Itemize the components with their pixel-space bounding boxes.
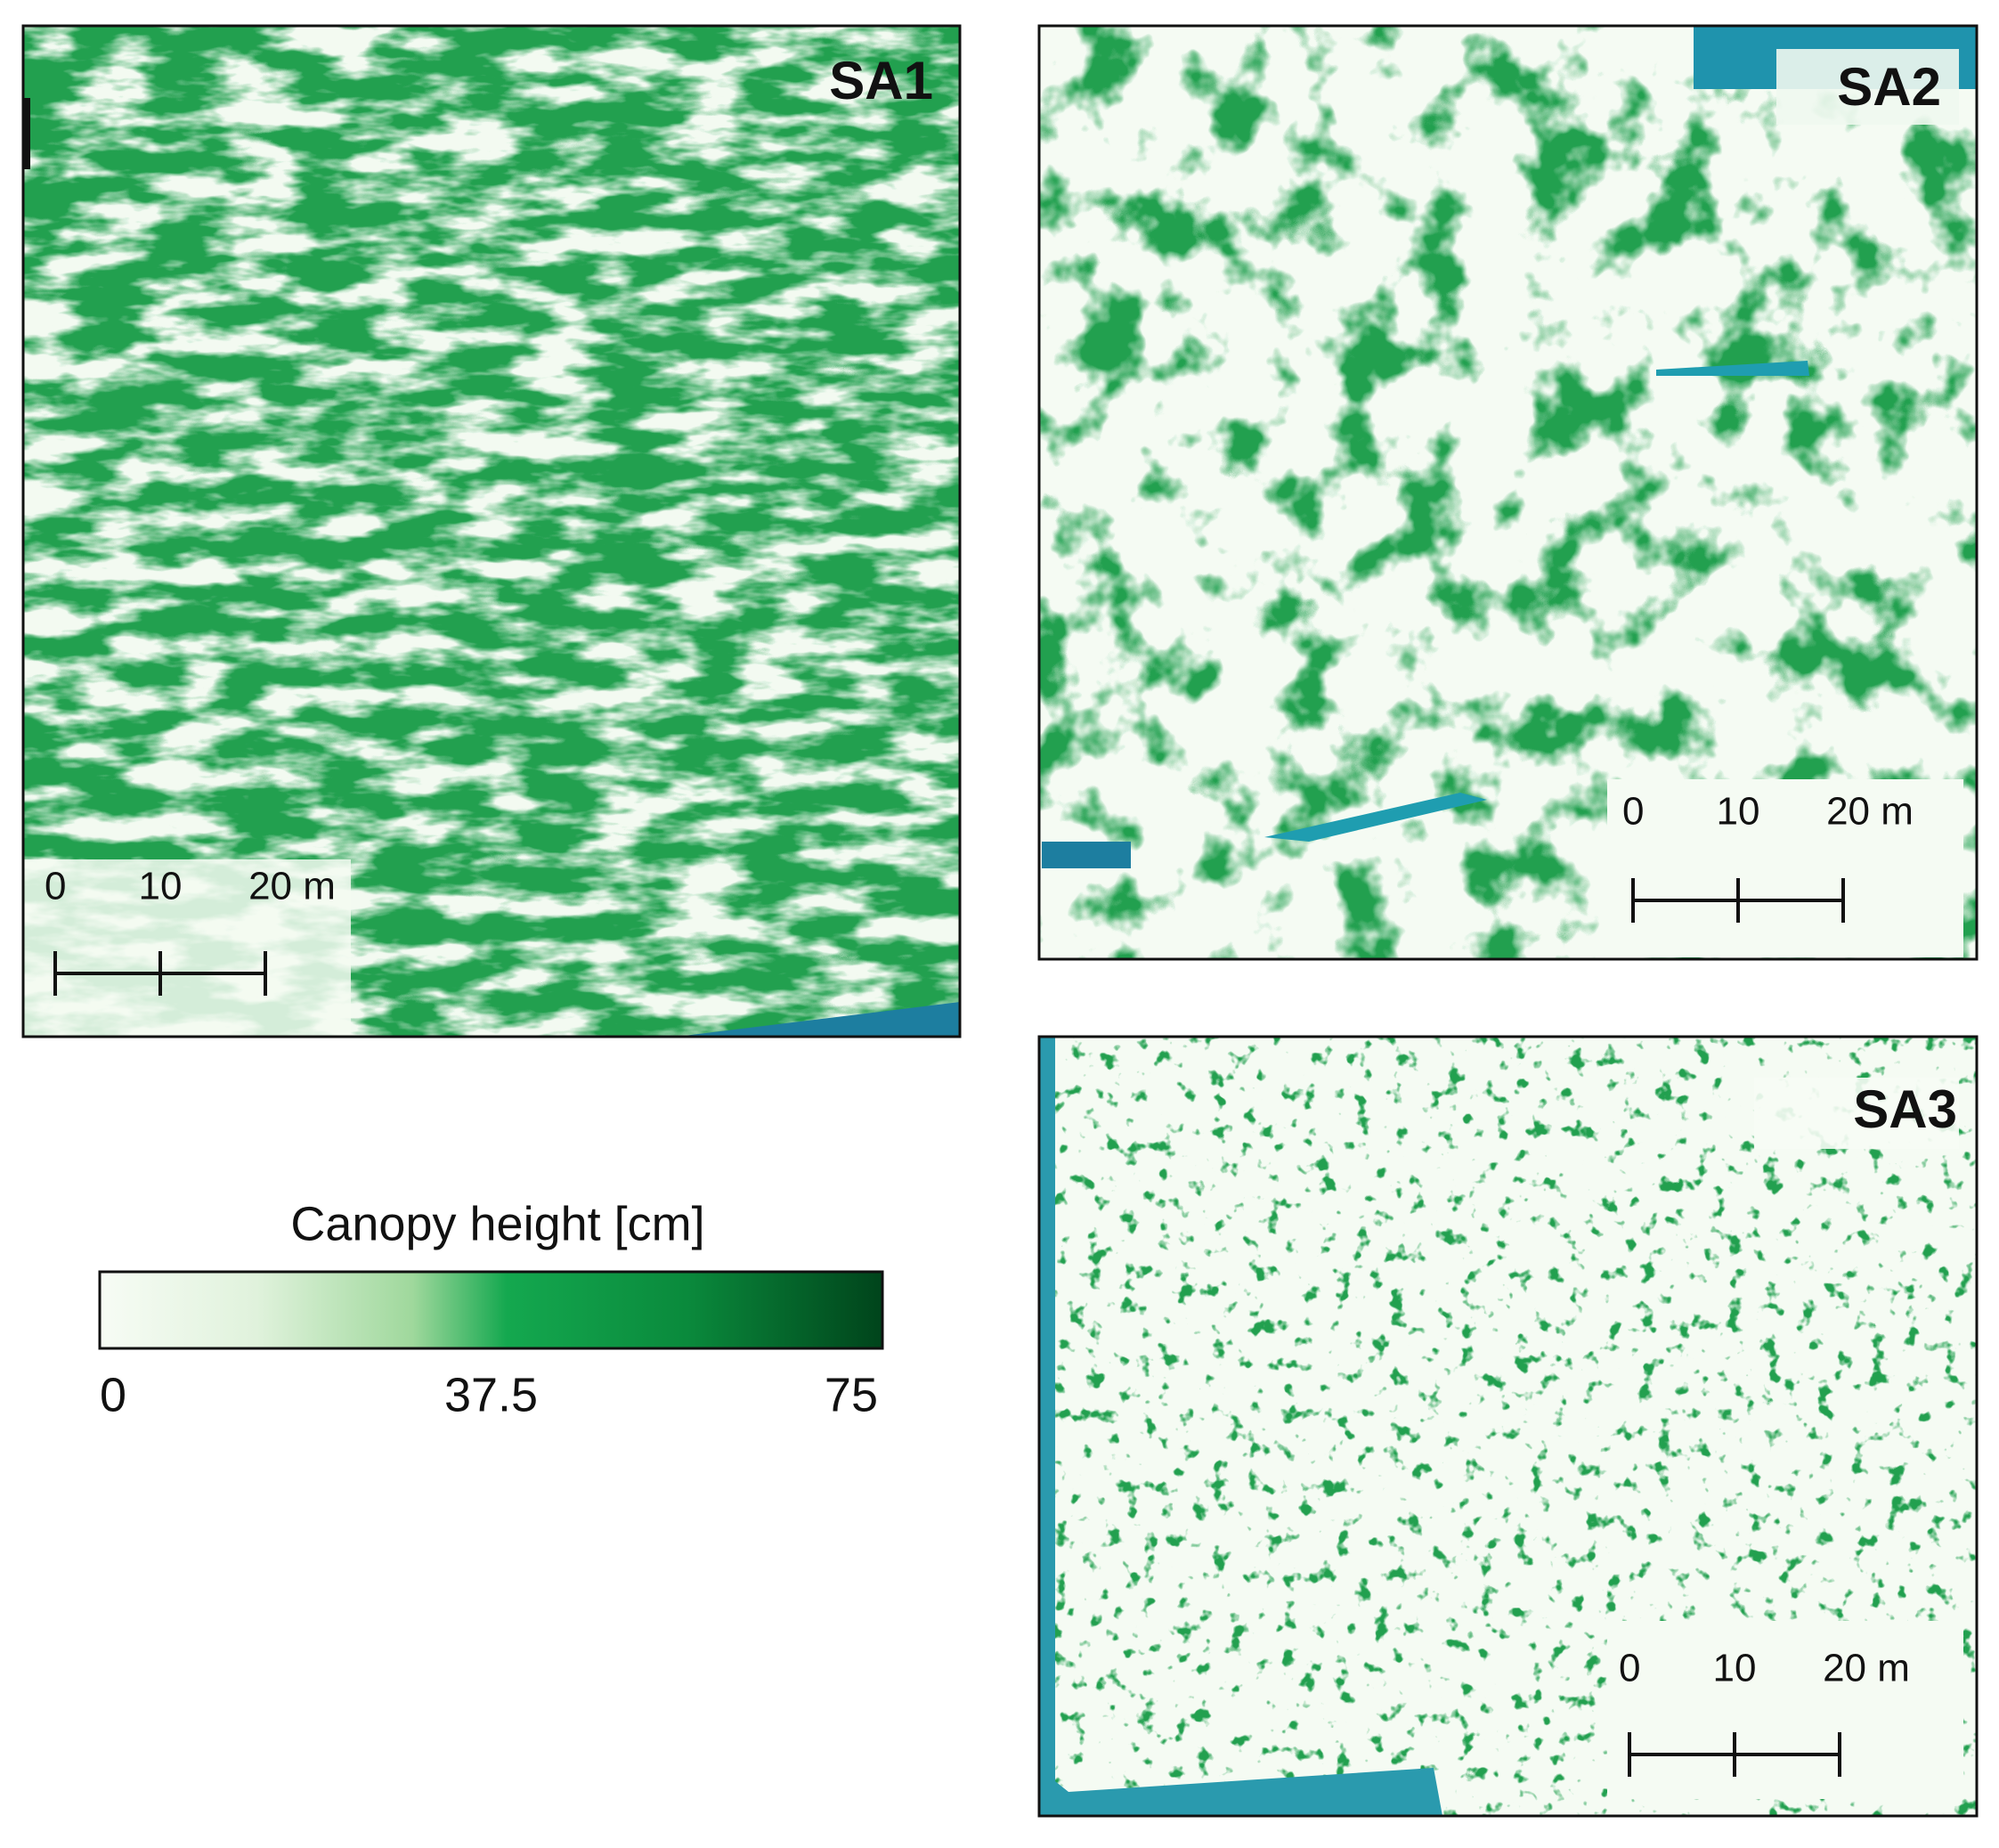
colorbar-tick-label: 0 [100,1368,126,1421]
scale-bar-label: 20 m [1826,790,1914,834]
panel-sa1 [21,24,962,1038]
colorbar-tick-label: 37.5 [444,1368,538,1421]
colorbar [98,1270,884,1350]
panel-sa3 [1037,1035,1979,1818]
colorbar-tick-label: 75 [825,1368,878,1421]
scale-bar-label: 10 [1717,790,1760,834]
panel-label: SA3 [1853,1079,1957,1139]
scale-bar-label: 0 [1619,1647,1640,1690]
water-area [1264,793,1487,842]
scale-bar-label: 0 [1622,790,1644,834]
panel-label: SA1 [829,51,933,110]
scale-bar-label: 10 [1713,1647,1757,1690]
colorbar-title: Canopy height [cm] [290,1197,704,1250]
scale-bar-label: 20 m [1823,1647,1910,1690]
water-area [677,1002,960,1037]
scale-bar-label: 0 [45,865,66,908]
panel-label: SA2 [1837,57,1941,117]
scale-bar-label: 20 m [248,865,336,908]
scale-bar-label: 10 [139,865,183,908]
